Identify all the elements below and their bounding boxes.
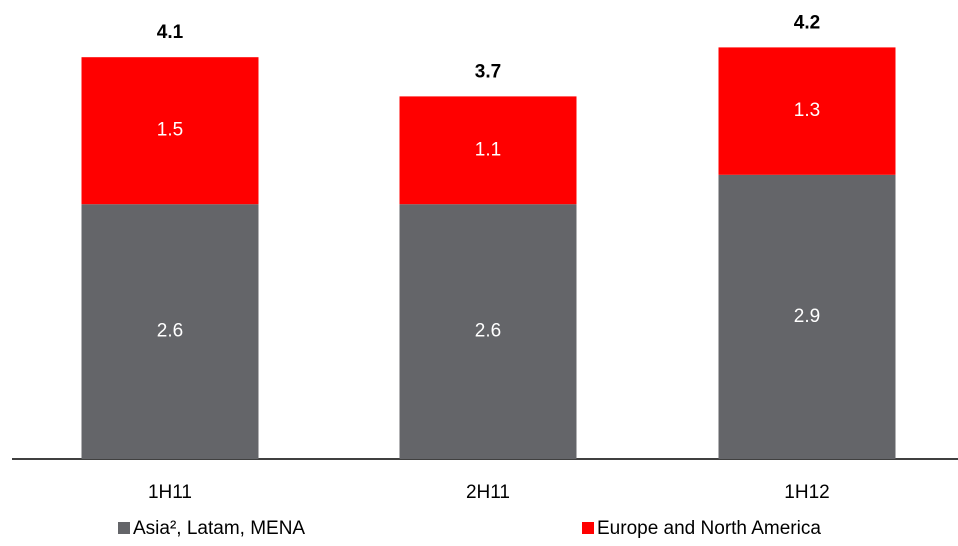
bar-segment	[399, 204, 577, 459]
bar-segment	[399, 96, 577, 205]
segment-label: 2.9	[794, 306, 820, 327]
legend-swatch	[582, 522, 594, 534]
total-label: 4.2	[794, 12, 820, 33]
bar-segment	[718, 47, 896, 175]
segment-label: 1.5	[157, 120, 183, 141]
segment-label: 2.6	[475, 321, 501, 342]
bar-segment	[81, 57, 259, 205]
bar-segment	[81, 204, 259, 459]
total-label: 3.7	[475, 61, 501, 82]
x-tick-label: 1H12	[784, 482, 829, 503]
segment-label: 1.1	[475, 139, 501, 160]
segment-label: 1.3	[794, 100, 820, 121]
legend-label: Asia², Latam, MENA	[133, 518, 305, 539]
total-label: 4.1	[157, 22, 184, 43]
legend-label: Europe and North America	[597, 518, 821, 539]
x-tick-label: 1H11	[148, 482, 192, 503]
bar-segment	[718, 174, 896, 460]
segment-label: 2.6	[157, 321, 183, 342]
x-tick-label: 2H11	[466, 482, 510, 503]
legend-swatch	[118, 522, 130, 534]
